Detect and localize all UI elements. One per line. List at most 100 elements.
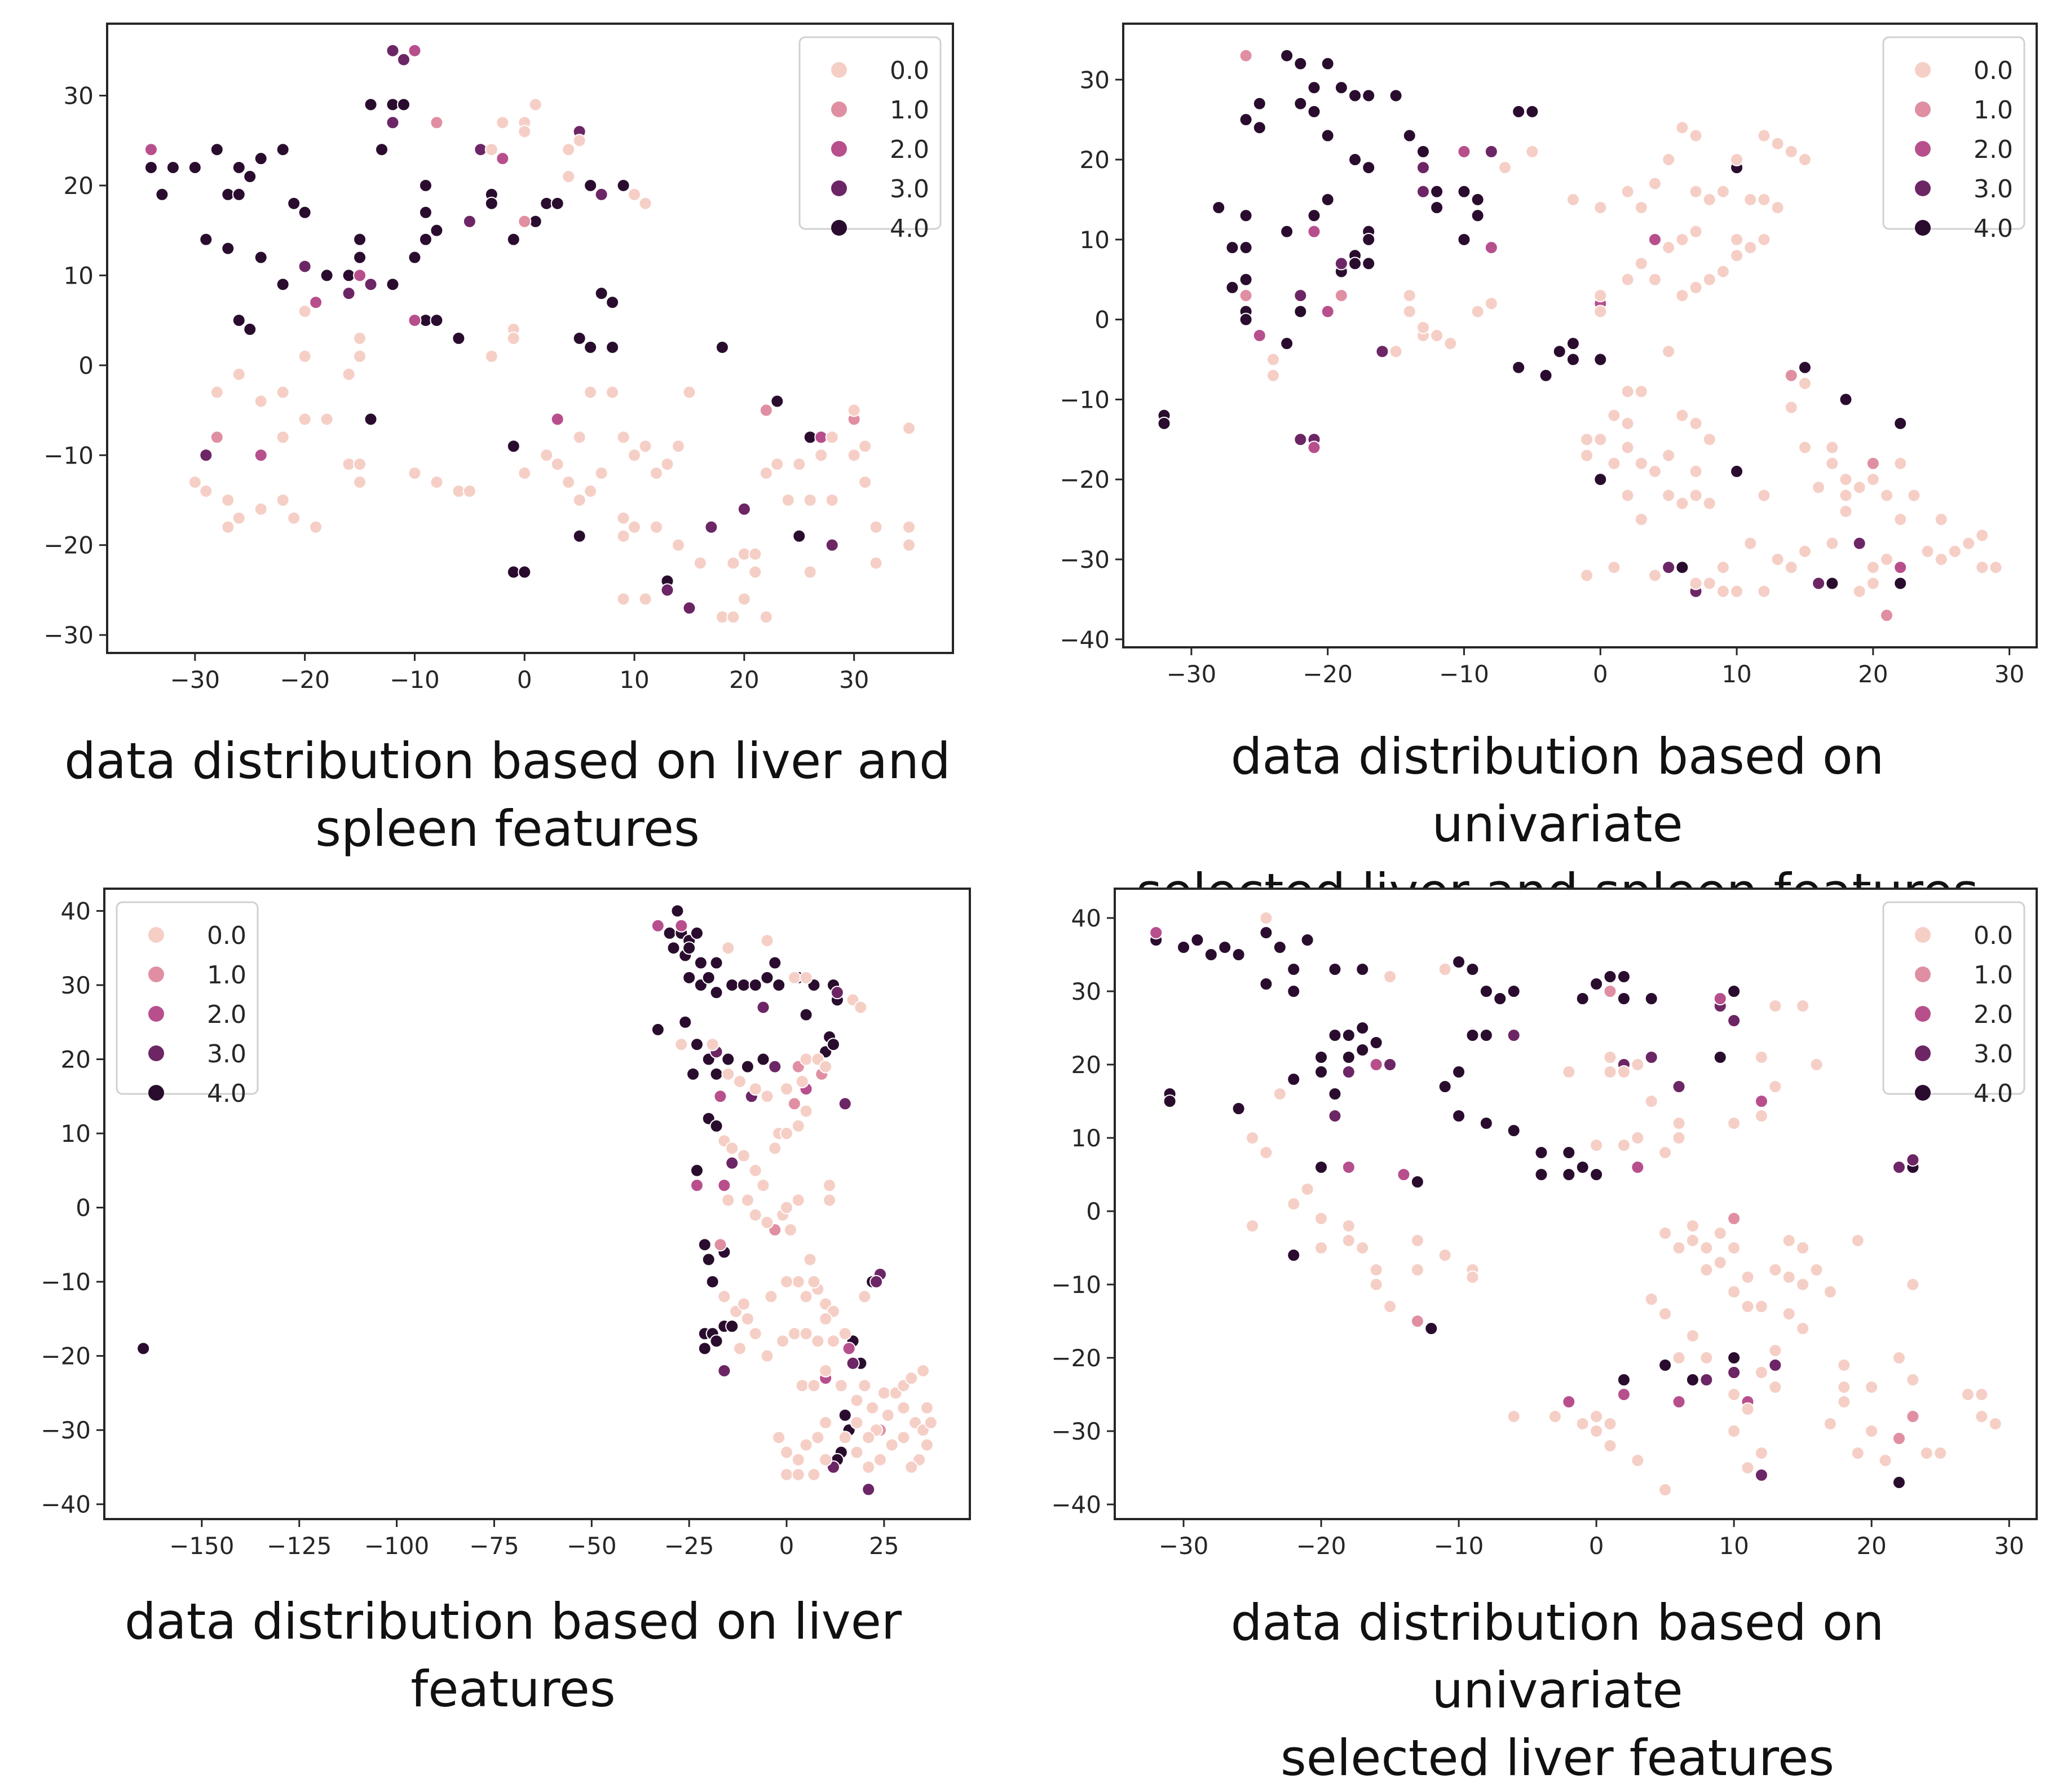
data-point-class-4 <box>1644 992 1658 1005</box>
data-point-class-0 <box>1784 144 1798 158</box>
data-point-class-4 <box>1321 192 1335 206</box>
x-tick-label: −30 <box>170 666 220 694</box>
legend-marker-4.0 <box>1915 1085 1931 1101</box>
data-point-class-0 <box>276 430 290 444</box>
data-point-class-0 <box>920 1401 934 1415</box>
data-point-class-4 <box>1287 1248 1301 1262</box>
data-point-class-0 <box>1825 440 1839 454</box>
data-point-class-0 <box>791 1119 805 1133</box>
y-tick-label: 30 <box>1071 978 1101 1005</box>
data-point-class-0 <box>1743 241 1758 255</box>
data-point-class-0 <box>1507 1410 1521 1423</box>
data-point-class-0 <box>1852 584 1866 598</box>
data-point-class-0 <box>1713 1226 1727 1240</box>
data-point-class-0 <box>902 538 916 552</box>
x-tick-label: 30 <box>839 666 869 694</box>
data-point-class-3 <box>342 286 356 301</box>
data-point-class-4 <box>1252 96 1266 111</box>
data-point-class-0 <box>572 430 586 444</box>
data-point-class-0 <box>1685 1329 1699 1343</box>
data-point-class-0 <box>1648 176 1662 191</box>
y-tick-label: −10 <box>1051 1271 1101 1299</box>
data-point-class-0 <box>1702 496 1716 510</box>
x-tick-label: −10 <box>390 666 440 694</box>
data-point-class-0 <box>1590 1138 1604 1152</box>
data-point-class-4 <box>518 565 532 579</box>
data-point-class-4 <box>715 340 729 354</box>
data-point-class-0 <box>1823 1417 1837 1431</box>
data-point-class-4 <box>364 98 378 112</box>
data-point-class-4 <box>690 1038 704 1052</box>
data-point-class-4 <box>572 332 586 345</box>
data-point-class-0 <box>1438 963 1452 976</box>
data-point-class-0 <box>858 475 872 489</box>
legend-label-2.0: 2.0 <box>890 135 929 164</box>
legend-marker-0.0 <box>831 62 847 78</box>
data-point-class-0 <box>1741 1461 1755 1475</box>
scatter-plot-4: −30 −20 −10 0 10 20 30 −40 −30 −20 −10 0 10 20 30 40 0.0… <box>1051 888 2038 1560</box>
data-point-class-4 <box>1562 1146 1576 1159</box>
data-point-class-4 <box>430 223 444 237</box>
data-point-class-0 <box>1266 368 1280 382</box>
data-point-class-0 <box>721 1193 735 1207</box>
data-point-class-4 <box>1231 1102 1246 1115</box>
data-point-class-3 <box>1727 1014 1741 1027</box>
x-tick-label: −75 <box>469 1532 519 1560</box>
x-tick-label: −50 <box>567 1532 617 1560</box>
data-point-class-0 <box>1743 192 1758 206</box>
data-point-class-3 <box>386 43 400 58</box>
data-point-class-4 <box>1593 473 1608 487</box>
data-point-class-4 <box>606 340 620 354</box>
data-point-class-0 <box>628 448 642 462</box>
data-point-class-0 <box>650 520 664 534</box>
data-point-class-0 <box>1837 1358 1851 1372</box>
data-point-class-0 <box>1634 385 1648 399</box>
data-point-class-4 <box>1225 280 1239 294</box>
scatter-plot-3: −150 −125 −100 −75 −50 −25 0 25−40−30−20−100102… <box>41 888 971 1560</box>
data-point-class-4 <box>709 956 723 970</box>
data-point-class-4 <box>1893 416 1908 430</box>
data-point-class-0 <box>484 349 498 363</box>
data-point-class-0 <box>616 430 630 444</box>
legend-marker-1.0 <box>1915 966 1931 982</box>
data-point-class-4 <box>1356 963 1370 976</box>
data-point-class-4 <box>1294 56 1308 70</box>
legend-label-0.0: 0.0 <box>890 56 929 85</box>
data-point-class-0 <box>1892 1351 1906 1365</box>
data-point-class-0 <box>1702 192 1716 206</box>
x-tick-label: 30 <box>1994 660 2024 688</box>
data-point-class-4 <box>606 295 620 310</box>
data-point-class-0 <box>1465 1270 1480 1284</box>
data-point-class-0 <box>787 970 801 985</box>
data-point-class-4 <box>243 170 257 184</box>
data-point-class-0 <box>902 520 916 534</box>
data-point-class-0 <box>1727 1116 1741 1130</box>
x-tick-label: −30 <box>1159 1532 1209 1560</box>
data-point-class-2 <box>1484 241 1498 255</box>
y-tick-label: −30 <box>1060 546 1110 573</box>
data-point-class-0 <box>518 125 532 139</box>
data-point-class-4 <box>1163 1094 1177 1108</box>
data-point-class-0 <box>1383 970 1397 983</box>
data-point-class-0 <box>885 1438 899 1452</box>
data-point-class-0 <box>353 349 367 363</box>
data-point-class-3 <box>838 1097 852 1111</box>
data-point-class-4 <box>1348 257 1362 271</box>
data-point-class-0 <box>408 466 422 480</box>
data-point-class-3 <box>1699 1373 1714 1387</box>
data-point-class-0 <box>1603 1051 1617 1064</box>
data-point-class-4 <box>1727 985 1741 998</box>
data-point-class-4 <box>698 1238 712 1252</box>
data-point-class-0 <box>791 1193 805 1207</box>
data-point-class-0 <box>1962 536 1976 550</box>
data-point-class-0 <box>1675 121 1689 135</box>
data-point-class-0 <box>1768 1380 1782 1394</box>
data-point-class-4 <box>1280 224 1294 239</box>
data-point-class-0 <box>1383 1300 1397 1313</box>
y-tick-label: 0 <box>1086 1198 1101 1225</box>
data-point-class-4 <box>1452 1065 1466 1079</box>
data-point-class-0 <box>811 1431 825 1445</box>
data-point-class-4 <box>690 1163 704 1177</box>
data-point-class-0 <box>705 1038 719 1052</box>
data-point-class-0 <box>1757 488 1771 502</box>
